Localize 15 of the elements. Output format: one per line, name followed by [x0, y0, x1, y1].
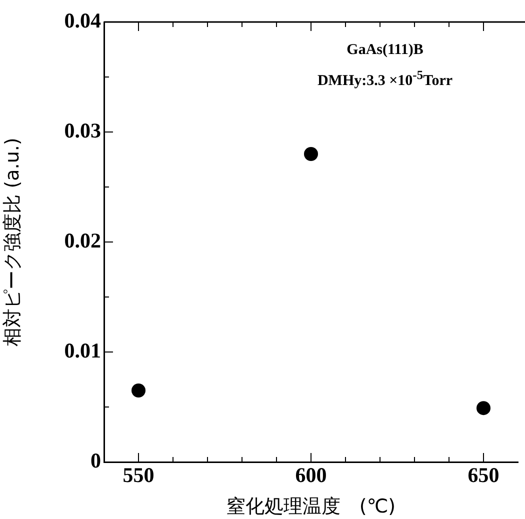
y-tick-label: 0.01 — [64, 338, 101, 362]
x-axis-title: 窒化処理温度 (℃) — [226, 496, 396, 518]
point — [476, 401, 490, 416]
x-tick-label: 600 — [295, 463, 327, 488]
y-tick-label: 0.04 — [64, 8, 102, 32]
y-axis-title: 相対ピーク強度比 (a.u.) — [1, 138, 24, 346]
annotation: GaAs(111)B — [346, 41, 424, 60]
point — [304, 147, 318, 161]
x-tick-label: 650 — [468, 463, 500, 488]
y-tick-label: 0 — [90, 448, 101, 472]
y-tick-label: 0.02 — [64, 228, 101, 252]
point — [132, 384, 146, 398]
x-tick-label: 550 — [122, 463, 154, 488]
y-tick-label: 0.03 — [64, 118, 101, 142]
annotation: DMHy:3.3 ×10$^{-5}$Torr — [316, 67, 454, 91]
